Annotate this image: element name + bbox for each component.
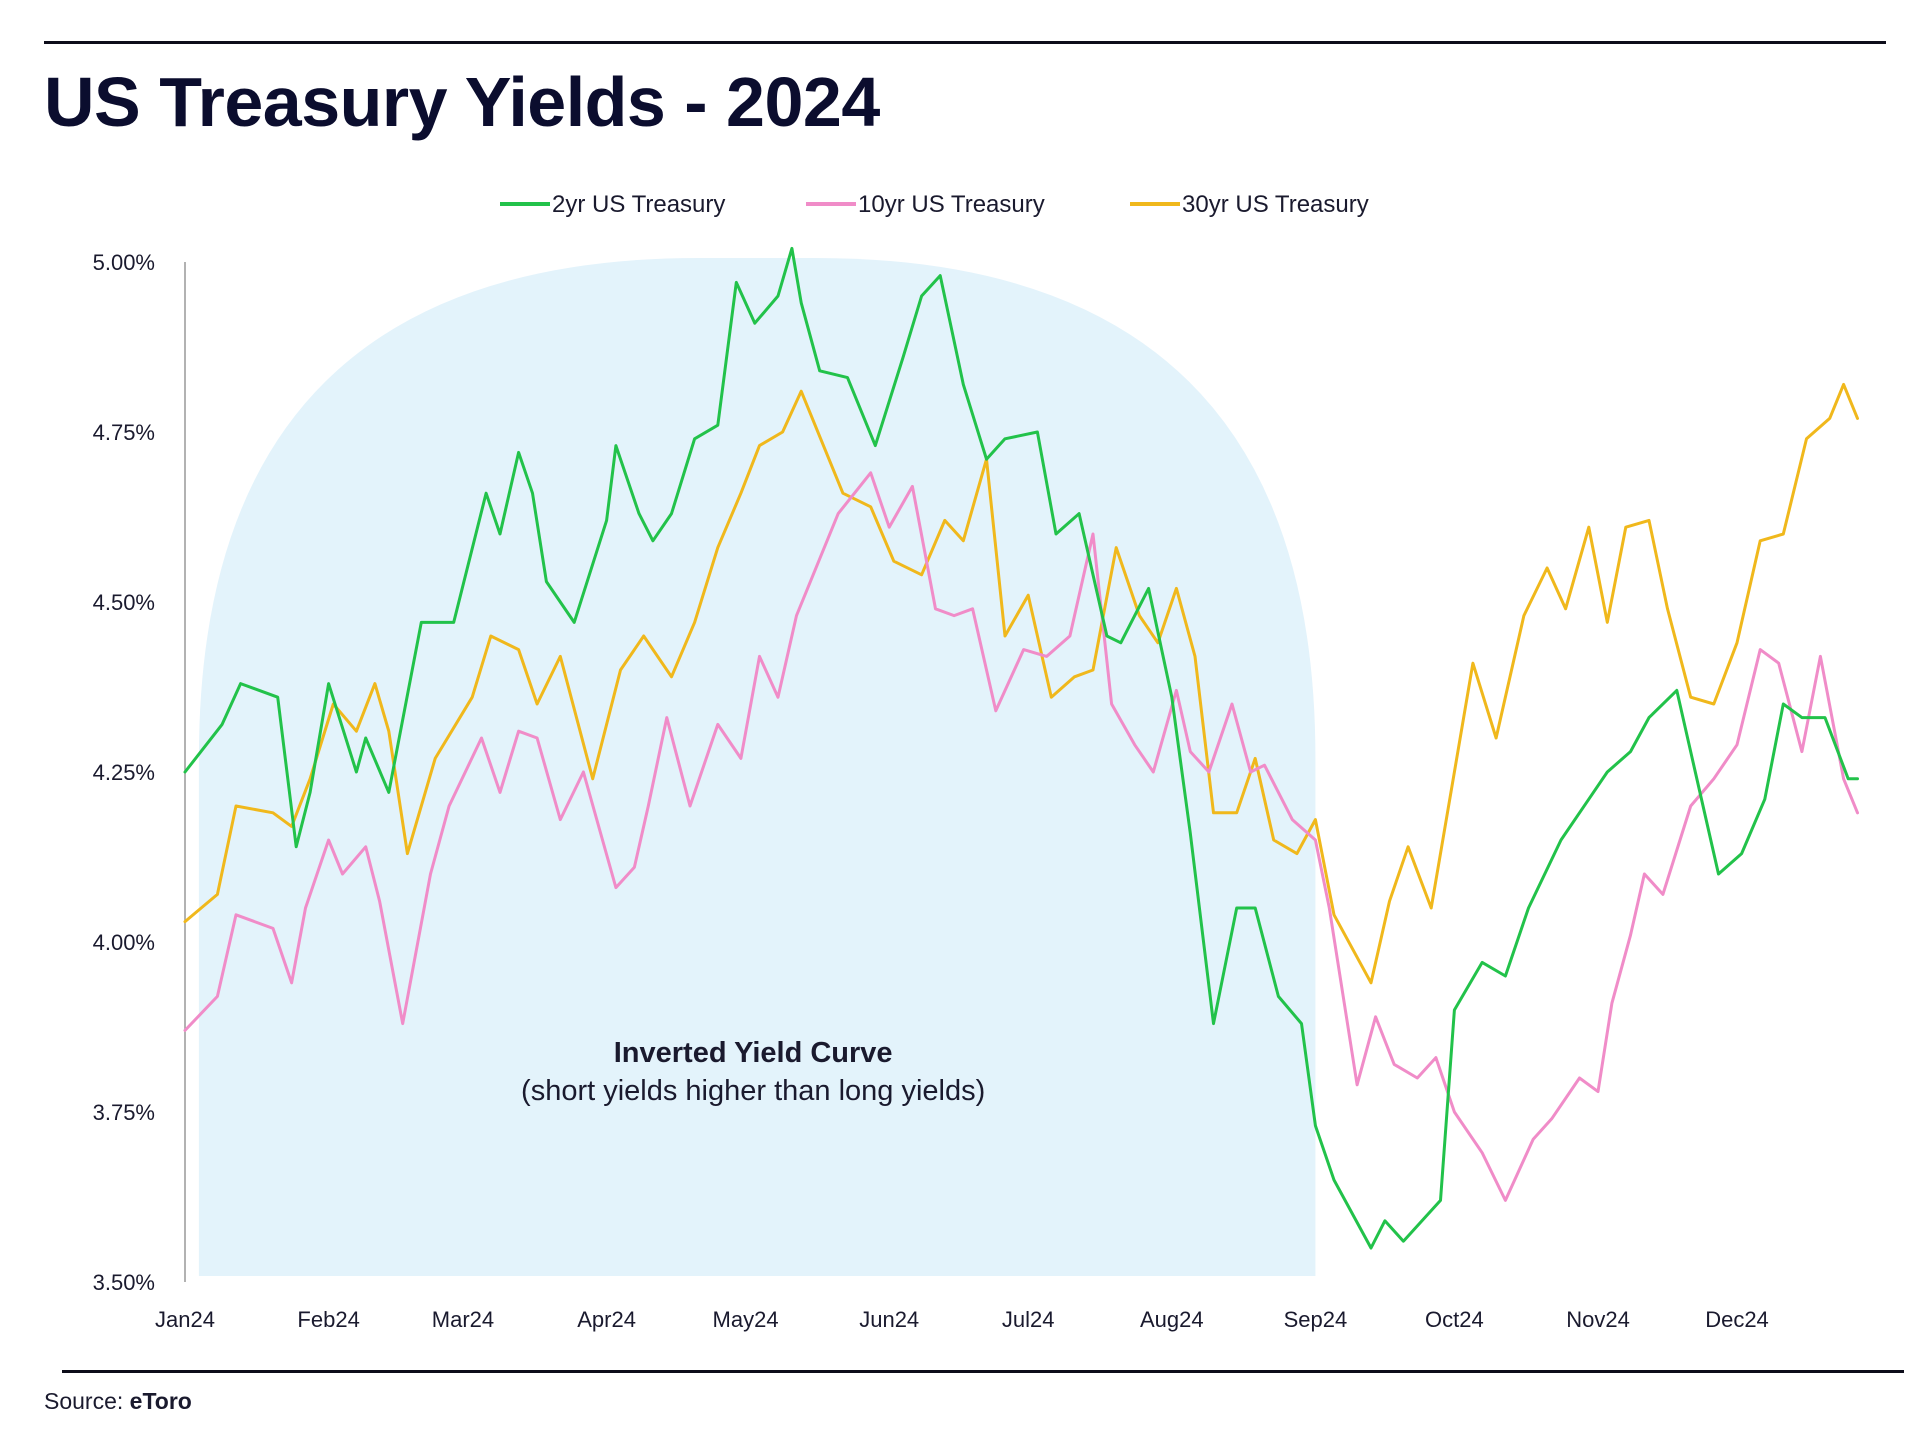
x-tick-label: Feb24 (297, 1307, 359, 1332)
y-tick-label: 4.50% (93, 590, 155, 615)
y-tick-label: 3.50% (93, 1270, 155, 1295)
series-line-10yr (183, 471, 1859, 1202)
x-tick-label: Dec24 (1705, 1307, 1769, 1332)
x-tick-label: Jan24 (155, 1307, 215, 1332)
source-name: eToro (129, 1388, 192, 1414)
annotation-title: Inverted Yield Curve (614, 1037, 893, 1069)
y-tick-label: 4.25% (93, 760, 155, 785)
y-tick-label: 3.75% (93, 1100, 155, 1125)
x-tick-label: Oct24 (1425, 1307, 1484, 1332)
source-note: Source: eToro (44, 1388, 192, 1415)
y-tick-label: 4.75% (93, 420, 155, 445)
x-tick-label: Jun24 (859, 1307, 919, 1332)
x-tick-label: Mar24 (432, 1307, 494, 1332)
y-tick-label: 5.00% (93, 250, 155, 275)
annotation-subtitle: (short yields higher than long yields) (521, 1075, 985, 1107)
bottom-rule (62, 1370, 1904, 1373)
yield-chart: 5.00% 4.75% 4.50% 4.25% 4.00% 3.75% 3.50%Jan24… (93, 191, 1859, 1332)
x-tick-label: Jul24 (1002, 1307, 1055, 1332)
x-tick-label: Aug24 (1140, 1307, 1204, 1332)
chart-area: 5.00% 4.75% 4.50% 4.25% 4.00% 3.75% 3.50% Jan24… (0, 170, 1920, 1350)
series-line-30yr (183, 382, 1859, 985)
legend-label: 10yr US Treasury (858, 191, 1045, 218)
top-rule (44, 41, 1886, 44)
inverted-curve-region (198, 258, 1316, 1276)
x-tick-label: Sep24 (1284, 1307, 1348, 1332)
legend-label: 30yr US Treasury (1182, 191, 1369, 218)
x-tick-label: May24 (713, 1307, 779, 1332)
series-line-2yr (183, 246, 1859, 1250)
source-label: Source: (44, 1388, 124, 1414)
legend-label: 2yr US Treasury (552, 191, 725, 218)
y-tick-label: 4.00% (93, 930, 155, 955)
chart-title: US Treasury Yields - 2024 (44, 63, 880, 141)
x-tick-label: Apr24 (577, 1307, 636, 1332)
x-tick-label: Nov24 (1566, 1307, 1630, 1332)
